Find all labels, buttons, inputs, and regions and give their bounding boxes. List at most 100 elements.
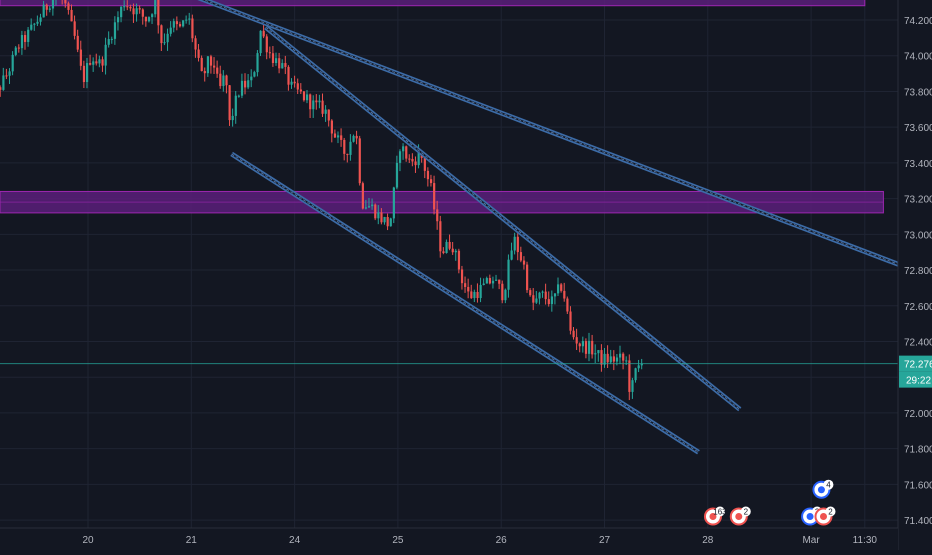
candle-down[interactable] (498, 279, 501, 290)
candle-down[interactable] (287, 65, 290, 91)
candle-up[interactable] (237, 94, 241, 98)
candle-up[interactable] (312, 95, 315, 118)
candle-up[interactable] (27, 26, 30, 47)
trendline-upper-long-resistance[interactable] (191, 0, 915, 273)
candle-down[interactable] (327, 109, 330, 127)
candle-up[interactable] (482, 278, 485, 286)
event-marker[interactable]: 2 (729, 506, 751, 526)
candle-up[interactable] (92, 57, 95, 72)
candle-down[interactable] (522, 256, 526, 270)
candle-down[interactable] (262, 22, 265, 39)
candle-up[interactable] (253, 70, 256, 78)
trendline-channel-lower[interactable] (230, 151, 700, 455)
candle-up[interactable] (135, 3, 138, 22)
candle-up[interactable] (538, 291, 541, 305)
candle-up[interactable] (259, 30, 262, 57)
candle-up[interactable] (48, 5, 51, 13)
candle-up[interactable] (42, 0, 45, 18)
candle-down[interactable] (560, 282, 563, 293)
candle-up[interactable] (107, 31, 110, 48)
candle-up[interactable] (594, 344, 597, 363)
candle-down[interactable] (606, 345, 609, 368)
event-marker[interactable]: 4 (812, 479, 834, 499)
candle-down[interactable] (529, 288, 532, 297)
candle-down[interactable] (309, 93, 312, 118)
candle-down[interactable] (340, 128, 343, 147)
candle-up[interactable] (188, 12, 191, 25)
candle-down[interactable] (374, 203, 377, 221)
candle-up[interactable] (392, 186, 395, 224)
candle-up[interactable] (55, 0, 57, 6)
candle-down[interactable] (405, 145, 408, 162)
candle-down[interactable] (200, 55, 203, 72)
candle-down[interactable] (544, 283, 547, 305)
candle-up[interactable] (250, 69, 253, 88)
candle-up[interactable] (479, 277, 482, 303)
candle-down[interactable] (278, 52, 281, 74)
candle-down[interactable] (439, 215, 442, 258)
candle-down[interactable] (0, 85, 2, 97)
candle-down[interactable] (622, 352, 625, 370)
candle-up[interactable] (30, 18, 33, 31)
candle-up[interactable] (336, 131, 340, 144)
candle-up[interactable] (631, 377, 634, 399)
candle-up[interactable] (98, 55, 101, 68)
candle-down[interactable] (476, 283, 479, 303)
candle-down[interactable] (284, 55, 287, 75)
candle-up[interactable] (281, 59, 284, 69)
candle-up[interactable] (120, 5, 123, 23)
candle-up[interactable] (305, 90, 309, 104)
candle-up[interactable] (169, 21, 172, 37)
candle-down[interactable] (64, 0, 67, 8)
candle-down[interactable] (61, 0, 63, 5)
candle-up[interactable] (634, 367, 637, 383)
candle-up[interactable] (33, 22, 36, 31)
candle-up[interactable] (507, 254, 510, 298)
candle-down[interactable] (271, 46, 275, 67)
candle-up[interactable] (234, 91, 237, 124)
candle-down[interactable] (457, 248, 461, 274)
candle-down[interactable] (584, 338, 588, 359)
candle-down[interactable] (426, 167, 430, 187)
candle-down[interactable] (132, 3, 135, 23)
event-marker[interactable]: 163 (703, 506, 727, 526)
candle-down[interactable] (519, 246, 523, 263)
candle-down[interactable] (451, 241, 454, 255)
candle-up[interactable] (206, 56, 210, 77)
candle-up[interactable] (352, 134, 355, 143)
candle-up[interactable] (318, 94, 321, 109)
candle-down[interactable] (89, 54, 92, 66)
candle-up[interactable] (166, 28, 169, 51)
candle-up[interactable] (324, 105, 327, 122)
candle-down[interactable] (429, 174, 433, 187)
candle-down[interactable] (129, 4, 132, 12)
candle-down[interactable] (346, 153, 349, 163)
candle-down[interactable] (144, 16, 148, 27)
candle-down[interactable] (45, 3, 48, 16)
event-marker[interactable]: 2 (814, 506, 836, 526)
candle-up[interactable] (11, 51, 14, 76)
candle-down[interactable] (330, 119, 333, 143)
candle-up[interactable] (36, 15, 39, 26)
candle-up[interactable] (389, 217, 392, 227)
candle-up[interactable] (581, 336, 585, 353)
candle-down[interactable] (194, 35, 197, 58)
candle-up[interactable] (603, 348, 606, 368)
candle-up[interactable] (256, 50, 259, 77)
candle-down[interactable] (569, 306, 572, 335)
candle-down[interactable] (516, 229, 519, 261)
last-price-tag[interactable]: 72.276 29:22 (899, 355, 932, 388)
candle-down[interactable] (225, 74, 228, 94)
candle-down[interactable] (600, 344, 603, 372)
candle-up[interactable] (402, 143, 405, 160)
candle-up[interactable] (550, 290, 554, 312)
candle-up[interactable] (485, 276, 488, 284)
candle-up[interactable] (123, 0, 126, 11)
candle-down[interactable] (67, 1, 70, 15)
candle-up[interactable] (20, 30, 24, 55)
candle-down[interactable] (547, 291, 550, 307)
candle-up[interactable] (541, 290, 544, 298)
candle-up[interactable] (618, 345, 622, 365)
candle-up[interactable] (349, 134, 352, 161)
candle-down[interactable] (414, 156, 417, 173)
